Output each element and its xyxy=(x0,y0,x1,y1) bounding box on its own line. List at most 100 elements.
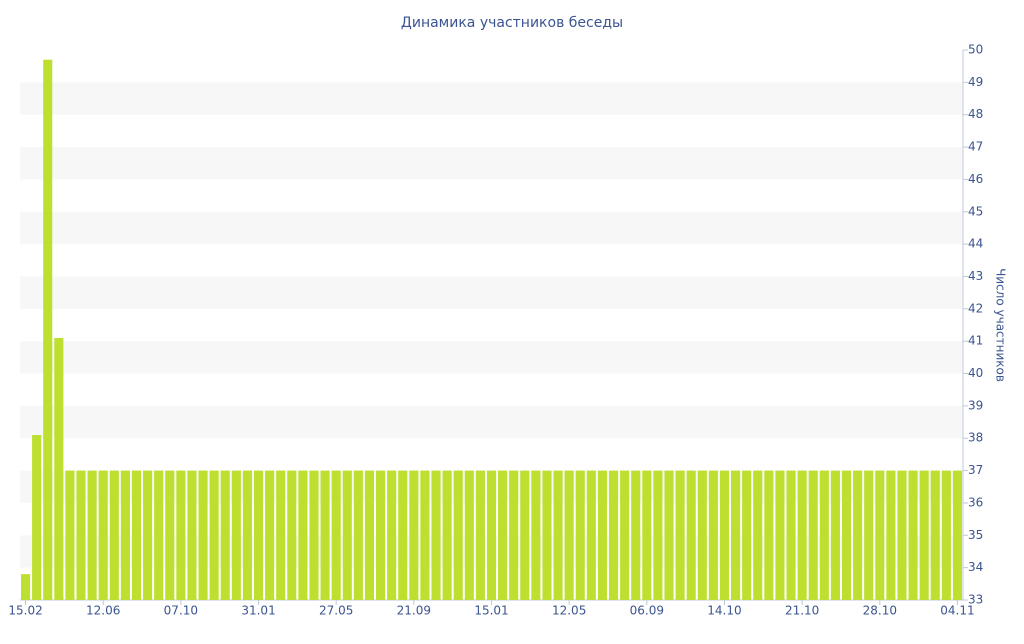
bar xyxy=(686,470,696,600)
bar xyxy=(387,470,397,600)
bar xyxy=(198,470,208,600)
y-tick-label: 34 xyxy=(968,560,983,574)
bar xyxy=(941,470,951,600)
y-axis-label: Число участников xyxy=(994,268,1008,382)
y-tick-label: 33 xyxy=(968,593,983,607)
bar xyxy=(464,470,474,600)
bar xyxy=(43,59,53,601)
bar xyxy=(520,470,530,600)
bar xyxy=(486,470,497,600)
x-tick-label: 12.06 xyxy=(86,604,120,618)
grid-band xyxy=(20,82,963,115)
bar xyxy=(54,337,64,600)
bar xyxy=(143,470,153,600)
y-tick-label: 46 xyxy=(968,172,983,186)
bar xyxy=(708,470,718,600)
bar xyxy=(287,470,297,600)
bar xyxy=(875,470,885,600)
bar xyxy=(509,470,519,600)
bar xyxy=(564,470,574,600)
x-tick-label: 31.01 xyxy=(241,604,275,618)
bar xyxy=(864,470,874,600)
y-tick-label: 42 xyxy=(968,301,983,315)
bar xyxy=(342,470,352,600)
x-tick-label: 21.09 xyxy=(397,604,431,618)
y-tick-label: 38 xyxy=(968,431,983,445)
bar xyxy=(631,470,641,600)
bar xyxy=(908,470,918,600)
bar xyxy=(353,470,363,600)
bar xyxy=(475,470,485,600)
y-tick-label: 43 xyxy=(968,269,983,283)
x-tick-label: 12.05 xyxy=(552,604,586,618)
x-tick-label: 15.01 xyxy=(474,604,508,618)
bar xyxy=(442,470,452,600)
x-tick-label: 28.10 xyxy=(863,604,897,618)
y-tick-label: 44 xyxy=(968,237,983,251)
bar xyxy=(830,470,840,600)
bar xyxy=(586,470,596,600)
y-tick-label: 37 xyxy=(968,463,983,477)
bar xyxy=(742,470,752,600)
bar xyxy=(608,470,619,600)
bar xyxy=(930,470,940,600)
y-tick-label: 40 xyxy=(968,366,983,380)
bar xyxy=(187,470,197,600)
bar xyxy=(553,470,563,600)
bar xyxy=(841,470,852,600)
bar xyxy=(886,470,896,600)
bar xyxy=(154,470,164,600)
bar xyxy=(808,470,818,600)
bar xyxy=(87,470,97,600)
bar xyxy=(775,470,785,600)
bar xyxy=(242,470,252,600)
chart-title: Динамика участников беседы xyxy=(401,15,623,31)
bar xyxy=(642,470,652,600)
bar xyxy=(120,470,130,600)
y-tick-label: 45 xyxy=(968,204,983,218)
y-tick-label: 49 xyxy=(968,75,983,89)
bar xyxy=(664,470,674,600)
bar xyxy=(176,470,186,600)
bar xyxy=(309,470,319,600)
y-tick-label: 39 xyxy=(968,398,983,412)
bar xyxy=(764,470,774,600)
bar xyxy=(819,470,829,600)
bar xyxy=(575,470,585,600)
bar xyxy=(853,470,863,600)
bar xyxy=(731,470,741,600)
y-tick-label: 41 xyxy=(968,334,983,348)
bar xyxy=(620,470,630,600)
y-tick-label: 50 xyxy=(968,43,983,57)
bar xyxy=(298,470,308,600)
x-tick-label: 04.11 xyxy=(940,604,974,618)
grid-band xyxy=(20,405,963,439)
x-tick-label: 14.10 xyxy=(707,604,741,618)
bar xyxy=(786,470,796,600)
bar xyxy=(109,470,119,600)
bar xyxy=(431,470,441,600)
bar xyxy=(797,470,807,600)
bar xyxy=(531,470,541,600)
bar xyxy=(76,470,86,600)
bar xyxy=(231,470,241,600)
bar xyxy=(653,470,663,600)
y-tick-label: 47 xyxy=(968,140,983,154)
bar xyxy=(420,470,430,600)
grid-band xyxy=(20,147,963,180)
bar xyxy=(897,470,907,600)
bar xyxy=(919,470,929,600)
bar xyxy=(697,470,707,600)
x-tick-label: 27.05 xyxy=(319,604,353,618)
grid-band xyxy=(20,341,963,374)
y-tick-label: 35 xyxy=(968,528,983,542)
bar xyxy=(65,470,75,600)
bar xyxy=(276,470,286,600)
bar xyxy=(98,470,108,600)
bar xyxy=(265,470,275,600)
bar xyxy=(331,470,341,600)
bar xyxy=(364,470,375,600)
bar xyxy=(409,470,419,600)
x-tick-label: 07.10 xyxy=(164,604,198,618)
